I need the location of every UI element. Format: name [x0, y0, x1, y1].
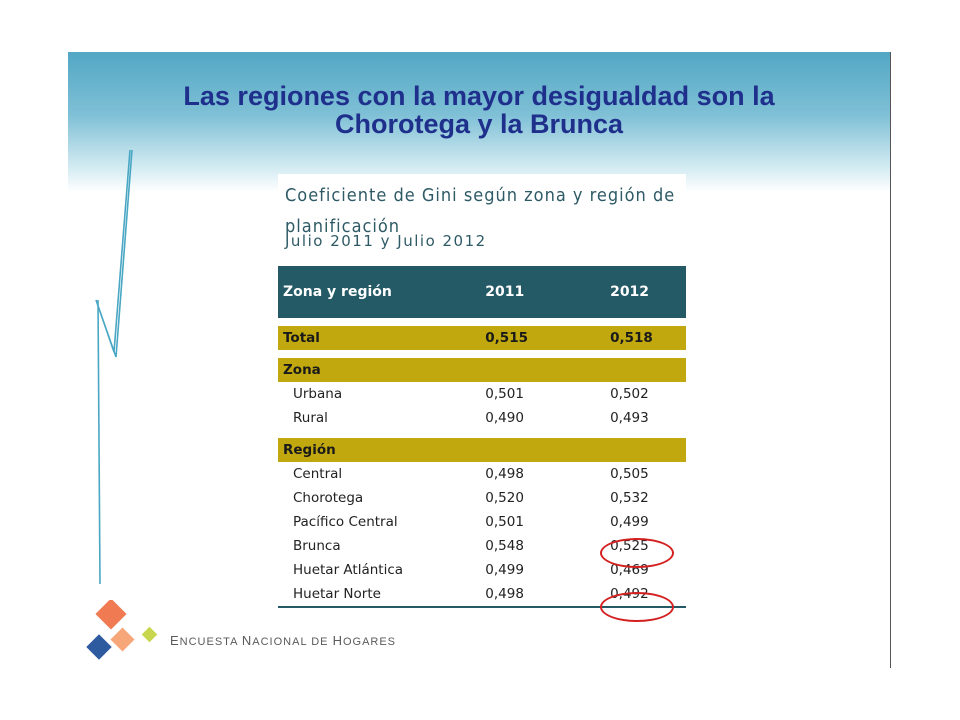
- table-caption-line-1: Coeficiente de Gini según zona y región …: [285, 185, 676, 206]
- footer-letter: H: [332, 633, 343, 648]
- row-label: Rural: [293, 410, 328, 426]
- table-row-total: Total 0,515 0,518: [278, 326, 686, 350]
- cell-2011: 0,499: [485, 562, 524, 578]
- footer-word: OGARES: [342, 636, 397, 648]
- row-label: Chorotega: [293, 490, 364, 506]
- table-row: Chorotega 0,520 0,532: [278, 486, 686, 510]
- row-label: Central: [293, 466, 343, 482]
- table-header-row: Zona y región 2011 2012: [278, 266, 686, 318]
- table-row: Rural 0,490 0,493: [278, 406, 686, 430]
- row-label: Urbana: [293, 386, 343, 402]
- title-line-2: Chorotega y la Brunca: [334, 109, 624, 139]
- cell-2012: 0,502: [610, 386, 649, 402]
- decorative-line: [95, 149, 133, 585]
- footer-organization: ENCUESTA NACIONAL DE HOGARES: [170, 633, 396, 648]
- cell-2012: 0,505: [610, 466, 649, 482]
- cell-2012: 0,518: [610, 326, 686, 350]
- footer-letter: N: [241, 633, 253, 648]
- cell-2011: 0,515: [485, 326, 611, 350]
- table-period: Julio 2011 y Julio 2012: [285, 232, 487, 250]
- title-band: [68, 52, 890, 192]
- cell-2011: 0,501: [485, 514, 524, 530]
- cell-2011: 0,490: [485, 410, 524, 426]
- row-label: Huetar Norte: [278, 582, 486, 608]
- cell-2011: 0,548: [485, 538, 524, 554]
- enaho-logo-icon: [86, 600, 158, 660]
- section-label: Zona: [278, 358, 486, 382]
- section-zona: Zona: [278, 358, 686, 382]
- highlight-circle-chorotega: [600, 538, 674, 568]
- section-label: Región: [278, 438, 486, 462]
- slide: Las regiones con la mayor desigualdad so…: [68, 52, 891, 668]
- table-row: Urbana 0,501 0,502: [278, 382, 686, 406]
- footer-letter: E: [170, 633, 180, 648]
- cell-2012: 0,499: [610, 514, 649, 530]
- table-caption: Coeficiente de Gini según zona y región …: [285, 180, 685, 242]
- highlight-circle-brunca: [600, 592, 674, 622]
- table-row: Pacífico Central 0,501 0,499: [278, 510, 686, 534]
- cell-2011: 0,498: [485, 582, 611, 608]
- row-label: Total: [278, 326, 486, 350]
- header-zona-region: Zona y región: [278, 266, 486, 318]
- header-2011: 2011: [485, 266, 611, 318]
- title-line-1: Las regiones con la mayor desigualdad so…: [183, 81, 775, 111]
- cell-2011: 0,498: [485, 466, 524, 482]
- page-title: Las regiones con la mayor desigualdad so…: [68, 82, 890, 138]
- section-region: Región: [278, 438, 686, 462]
- row-label: Pacífico Central: [293, 514, 398, 530]
- table-row: Central 0,498 0,505: [278, 462, 686, 486]
- cell-2011: 0,501: [485, 386, 524, 402]
- cell-2012: 0,532: [610, 490, 649, 506]
- cell-2011: 0,520: [485, 490, 524, 506]
- gini-table: Zona y región 2011 2012 Total 0,515 0,51…: [278, 266, 686, 608]
- cell-2012: 0,493: [610, 410, 649, 426]
- footer-word: DE: [311, 636, 329, 648]
- footer-word: ACIONAL: [252, 636, 308, 648]
- row-label: Brunca: [293, 538, 341, 554]
- gini-table-card: Coeficiente de Gini según zona y región …: [278, 174, 686, 622]
- table-caption-line-2: planificación: [285, 216, 401, 237]
- header-2012: 2012: [610, 266, 686, 318]
- footer-word: NCUESTA: [179, 636, 238, 648]
- row-label: Huetar Atlántica: [293, 562, 404, 578]
